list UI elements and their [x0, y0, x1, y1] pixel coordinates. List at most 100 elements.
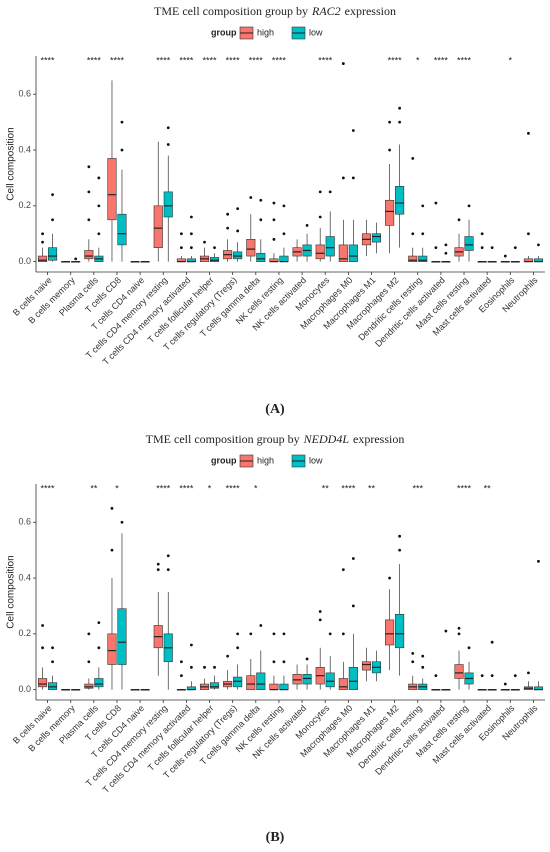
outlier	[388, 148, 392, 152]
outlier	[282, 660, 286, 664]
box	[233, 676, 243, 688]
outlier	[120, 148, 124, 152]
outlier	[166, 126, 170, 130]
outlier	[120, 120, 124, 124]
outlier	[189, 665, 193, 669]
box	[163, 191, 173, 218]
outlier	[467, 646, 471, 650]
outlier	[421, 665, 425, 669]
outlier	[421, 654, 425, 658]
box	[269, 683, 279, 690]
outlier	[189, 643, 193, 647]
box	[107, 158, 117, 221]
significance: *	[254, 483, 258, 493]
significance: ****	[457, 483, 472, 493]
significance: *	[208, 483, 212, 493]
outlier	[457, 626, 461, 630]
outlier	[434, 201, 438, 205]
outlier	[236, 632, 240, 636]
outlier	[166, 554, 170, 558]
outlier	[282, 204, 286, 208]
box	[338, 678, 348, 690]
outlier	[272, 237, 276, 241]
box	[385, 619, 395, 646]
outlier	[203, 665, 206, 669]
outlier	[527, 131, 530, 135]
significance: **	[484, 483, 492, 493]
outlier	[305, 657, 309, 661]
outlier	[513, 246, 517, 250]
box	[38, 255, 48, 262]
significance: *	[416, 55, 420, 65]
box	[48, 247, 58, 261]
outlier	[490, 640, 494, 644]
outlier	[480, 674, 484, 678]
title-gene: NEDD4L	[303, 432, 350, 446]
chart-panel: TME cell composition group by RAC2 express…	[6, 4, 545, 417]
outlier	[398, 120, 402, 124]
box	[395, 186, 405, 215]
significance: ****	[434, 55, 449, 65]
outlier	[503, 254, 507, 258]
outlier	[87, 190, 91, 194]
box	[117, 608, 127, 665]
outlier	[110, 548, 114, 552]
outlier	[513, 674, 517, 678]
outlier	[259, 218, 263, 222]
y-tick-label: 0.6	[18, 517, 31, 527]
legend-title: group	[211, 455, 237, 465]
outlier	[156, 562, 160, 566]
outlier	[318, 610, 322, 613]
significance: *	[115, 483, 119, 493]
title-text: TME cell composition group by	[154, 4, 308, 18]
outlier	[41, 232, 44, 236]
title-suffix: expression	[345, 4, 396, 18]
box	[292, 673, 302, 685]
outlier	[282, 632, 286, 636]
legend-label: low	[309, 27, 323, 37]
outlier	[179, 232, 183, 236]
significance: ****	[226, 55, 241, 65]
outlier	[490, 674, 494, 678]
outlier	[87, 218, 91, 222]
significance: ***	[412, 483, 423, 493]
y-tick-label: 0.4	[18, 572, 31, 582]
outlier	[503, 682, 507, 686]
outlier	[328, 190, 332, 194]
outlier	[444, 243, 448, 247]
box	[325, 236, 335, 257]
outlier	[179, 246, 183, 250]
outlier	[351, 557, 355, 560]
outlier	[87, 660, 91, 664]
box	[385, 199, 395, 226]
outlier	[41, 646, 44, 650]
significance: ****	[457, 55, 472, 65]
y-tick-label: 0.2	[18, 628, 31, 638]
significance: **	[90, 483, 98, 493]
y-tick-label: 0.4	[18, 144, 31, 154]
significance: ****	[179, 483, 194, 493]
box	[256, 252, 266, 262]
outlier	[236, 229, 240, 233]
outlier	[97, 176, 101, 180]
outlier	[411, 232, 415, 236]
outlier	[179, 660, 183, 664]
significance: **	[322, 483, 330, 493]
outlier	[351, 604, 355, 608]
title-text: TME cell composition group by	[146, 432, 300, 446]
y-axis-label: Cell composition	[6, 555, 17, 628]
y-tick-label: 0.0	[18, 256, 31, 266]
outlier	[351, 129, 355, 132]
chart-panel: TME cell composition group by NEDD4L expre…	[6, 432, 545, 845]
outlier	[490, 246, 494, 250]
outlier	[444, 629, 448, 633]
outlier	[272, 201, 276, 205]
outlier	[272, 218, 276, 222]
outlier	[51, 193, 54, 197]
y-tick-label: 0.2	[18, 200, 31, 210]
outlier	[318, 190, 322, 194]
outlier	[411, 157, 415, 160]
outlier	[282, 232, 286, 236]
outlier	[259, 624, 263, 627]
box	[246, 239, 256, 257]
